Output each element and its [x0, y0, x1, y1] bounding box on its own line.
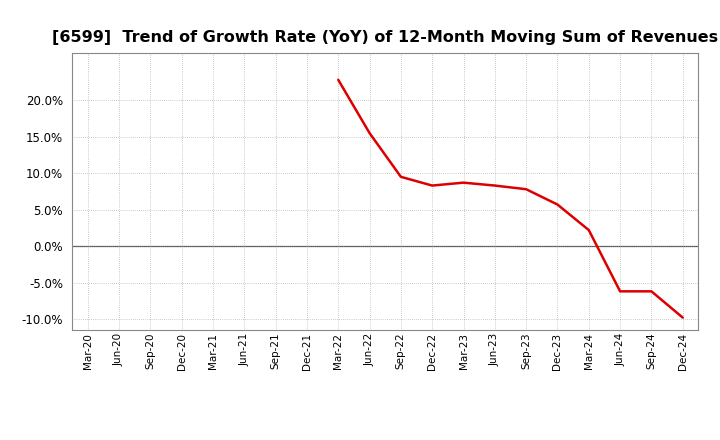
- Title: [6599]  Trend of Growth Rate (YoY) of 12-Month Moving Sum of Revenues: [6599] Trend of Growth Rate (YoY) of 12-…: [52, 29, 719, 45]
